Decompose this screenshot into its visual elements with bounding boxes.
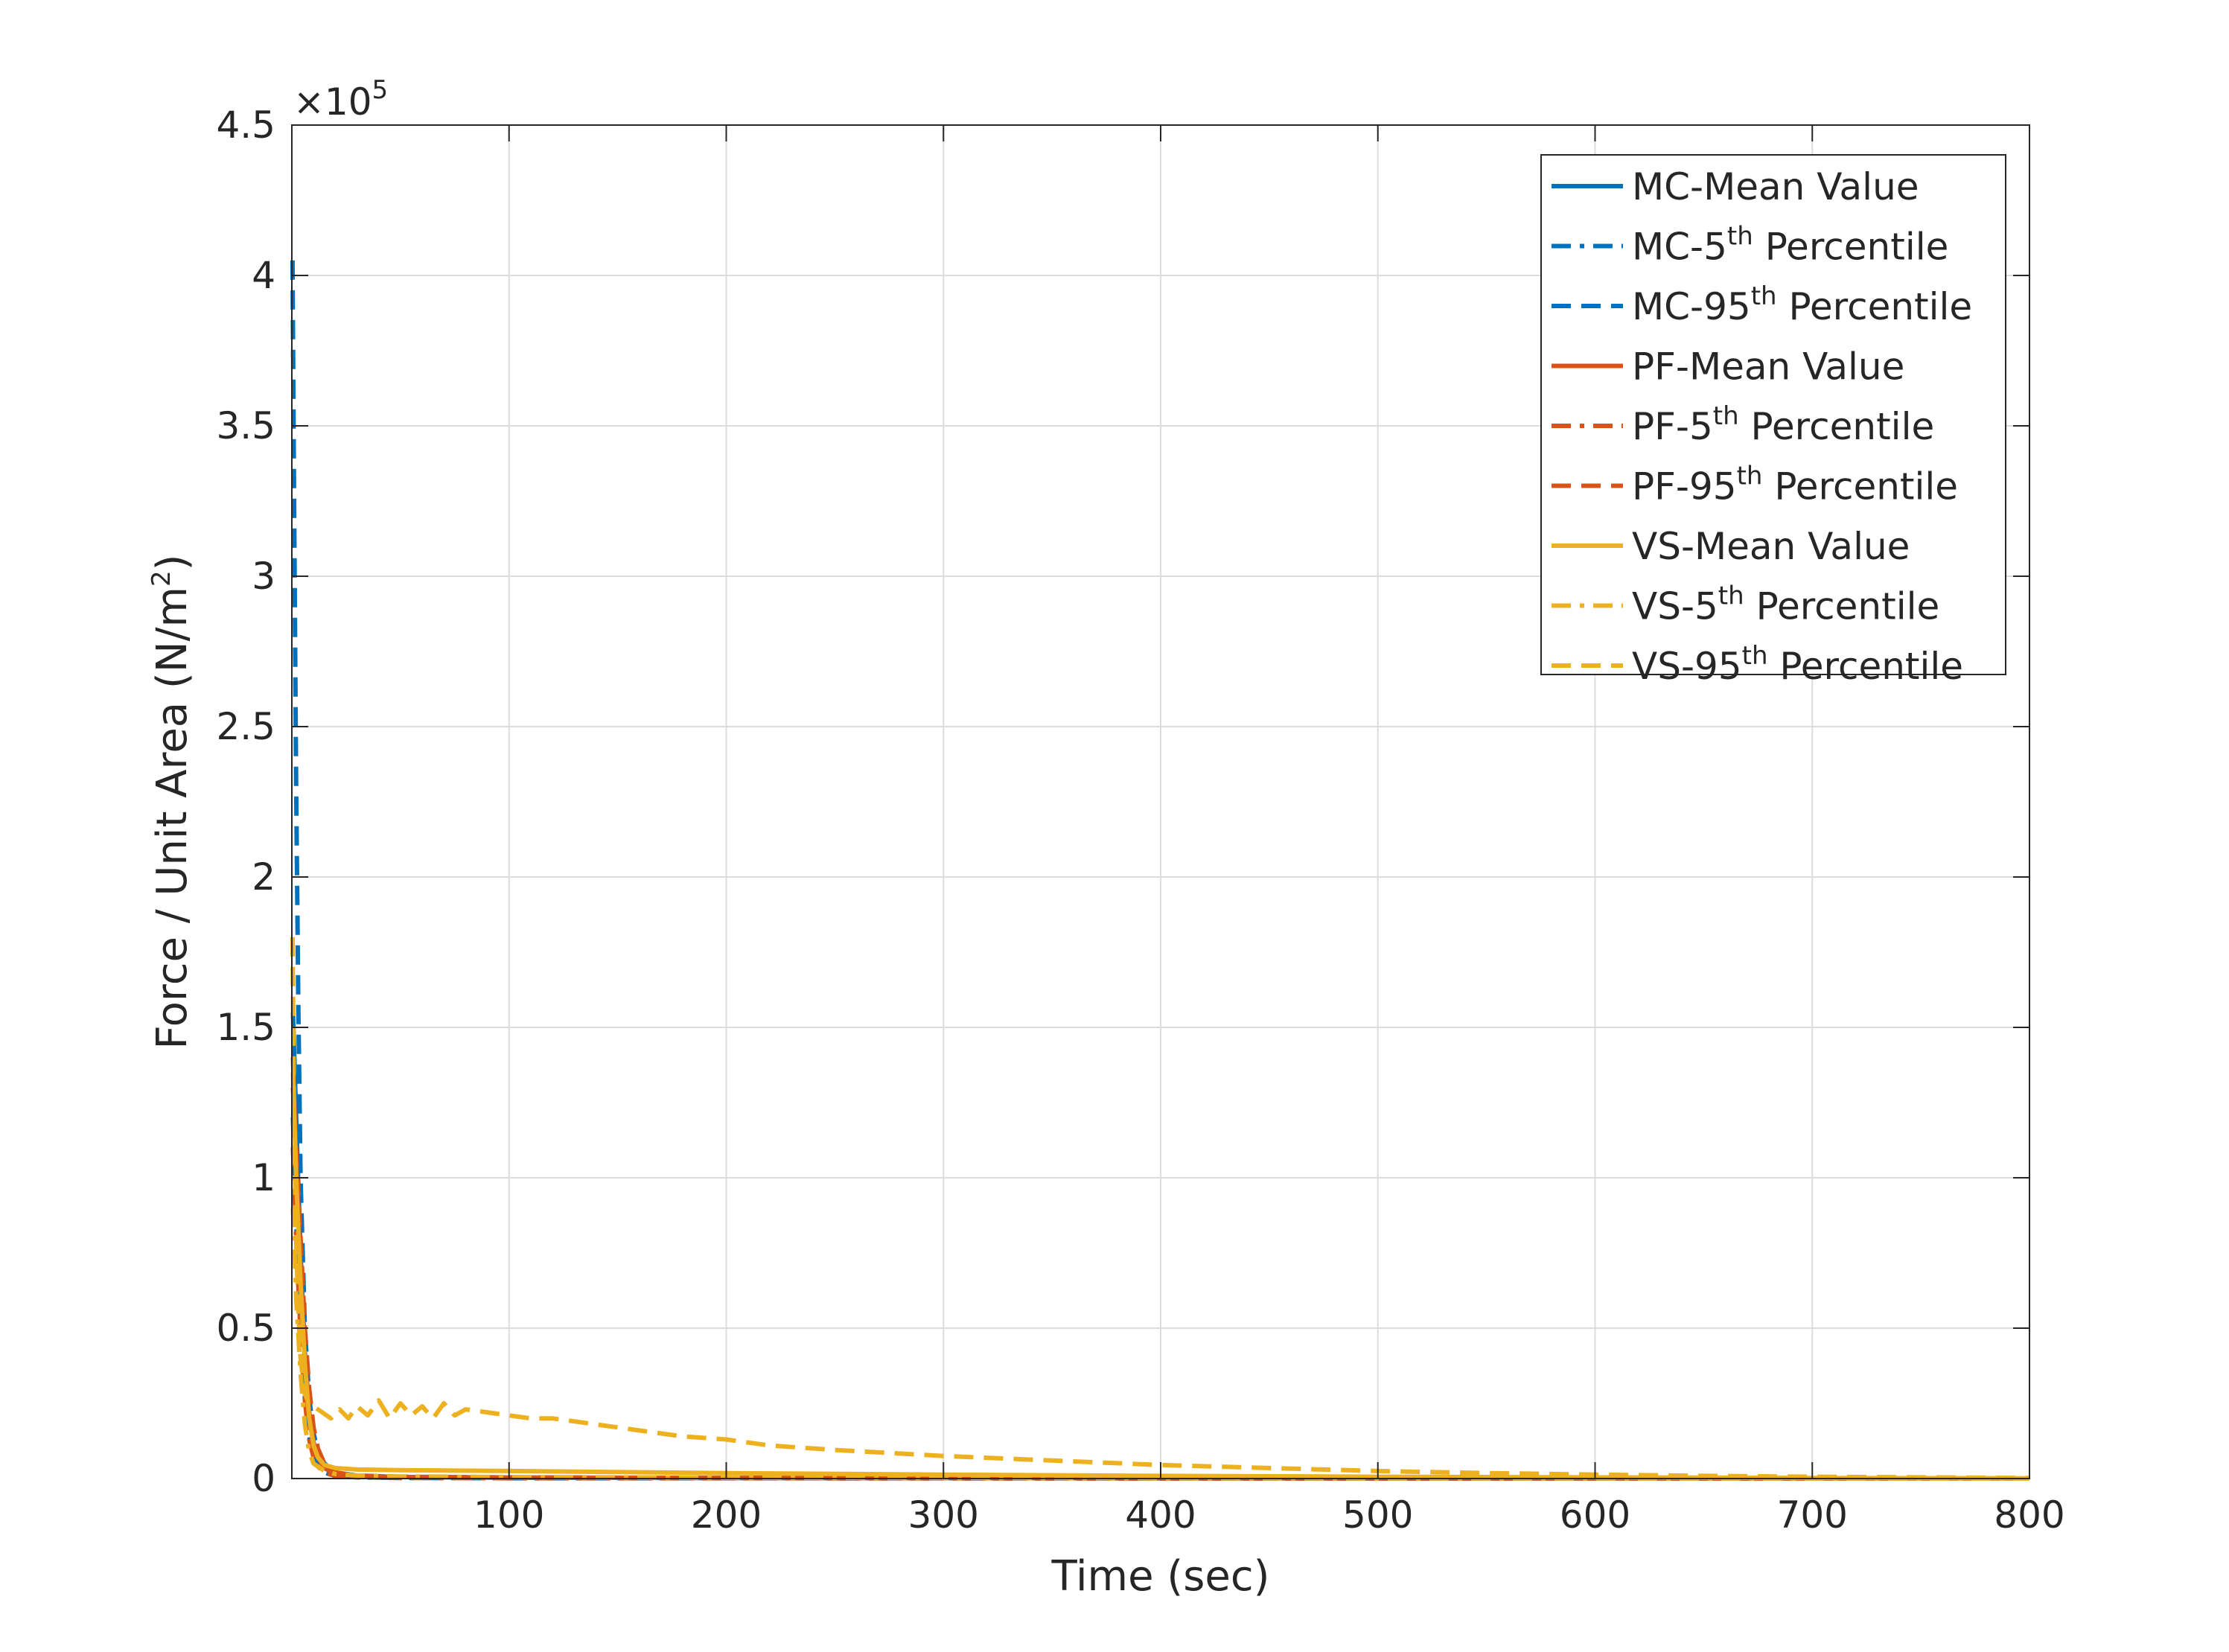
legend-entry-5: PF-5th Percentile <box>1632 401 1934 448</box>
y-tick-label: 2 <box>252 855 275 899</box>
legend-entry-suffix: Percentile <box>1744 585 1940 628</box>
legend-entry-suffix: Percentile <box>1739 405 1935 448</box>
y-tick-label: 2.5 <box>216 705 275 748</box>
legend-entry-1: MC-Mean Value <box>1632 165 1919 208</box>
series-line-9 <box>290 937 2030 1481</box>
x-tick-label: 500 <box>1342 1493 1413 1537</box>
legend-box <box>1540 154 2006 675</box>
legend-entry-superscript: th <box>1718 581 1744 611</box>
legend-entry-text: PF-5 <box>1632 405 1713 448</box>
y-axis-exponent-base: ×10 <box>293 80 372 124</box>
legend-entry-4: PF-Mean Value <box>1632 345 1904 389</box>
y-axis-label-main: Force / Unit Area (N/m <box>148 587 197 1050</box>
x-tick-label: 300 <box>908 1493 979 1537</box>
y-tick-label: 3.5 <box>216 404 275 447</box>
x-tick-label: 400 <box>1125 1493 1196 1537</box>
legend-entry-suffix: Percentile <box>1762 465 1958 508</box>
y-axis-label-superscript: 2 <box>147 570 176 587</box>
legend-entry-text: VS-95 <box>1632 645 1742 688</box>
legend-entry-2: MC-5th Percentile <box>1632 222 1948 269</box>
legend-entry-superscript: th <box>1751 281 1777 311</box>
x-tick-label: 600 <box>1560 1493 1630 1537</box>
y-axis-exponent: ×105 <box>293 75 388 124</box>
legend-entry-superscript: th <box>1737 462 1763 491</box>
legend-entry-8: VS-5th Percentile <box>1632 581 1939 628</box>
legend-entry-superscript: th <box>1713 401 1739 431</box>
legend-entry-suffix: Percentile <box>1768 645 1964 688</box>
y-axis-label-close: ) <box>148 554 197 570</box>
legend-entry-7: VS-Mean Value <box>1632 525 1910 568</box>
legend-entry-text: PF-95 <box>1632 465 1737 508</box>
legend-entry-3: MC-95th Percentile <box>1632 281 1972 328</box>
ticks: 100 200 300 400 500 600 700 800 0 0.5 1 1.5 2 2.5 3 3.5… <box>216 103 2064 1537</box>
y-tick-label: 1.5 <box>216 1006 275 1049</box>
x-tick-label: 800 <box>1994 1493 2064 1537</box>
legend-entry-text: MC-Mean Value <box>1632 165 1919 208</box>
y-tick-label: 3 <box>252 555 275 598</box>
legend-entry-text: MC-95 <box>1632 285 1751 328</box>
legend-entry-6: PF-95th Percentile <box>1632 462 1958 508</box>
legend-entry-text: VS-5 <box>1632 585 1718 628</box>
series-line-8 <box>290 1208 2030 1481</box>
legend-entry-suffix: Percentile <box>1777 285 1973 328</box>
y-axis-label: Force / Unit Area (N/m2) <box>147 554 197 1049</box>
legend-entry-text: VS-Mean Value <box>1632 525 1910 568</box>
x-tick-label: 200 <box>691 1493 762 1537</box>
legend-entry-superscript: th <box>1742 641 1768 671</box>
x-tick-label: 100 <box>473 1493 544 1537</box>
y-tick-label: 4 <box>252 254 275 297</box>
legend-entry-text: PF-Mean Value <box>1632 345 1904 389</box>
y-tick-label: 4.5 <box>216 103 275 147</box>
y-axis-exponent-power: 5 <box>372 75 389 105</box>
y-tick-label: 1 <box>252 1156 275 1199</box>
legend-entry-text: MC-5 <box>1632 226 1727 269</box>
y-tick-label: 0.5 <box>216 1307 275 1350</box>
y-tick-label: 0 <box>252 1457 275 1500</box>
x-tick-label: 700 <box>1777 1493 1848 1537</box>
legend-entry-9: VS-95th Percentile <box>1632 641 1963 688</box>
legend-entry-suffix: Percentile <box>1753 226 1949 269</box>
legend-entry-superscript: th <box>1727 222 1753 252</box>
x-axis-label: Time (sec) <box>1051 1552 1270 1601</box>
